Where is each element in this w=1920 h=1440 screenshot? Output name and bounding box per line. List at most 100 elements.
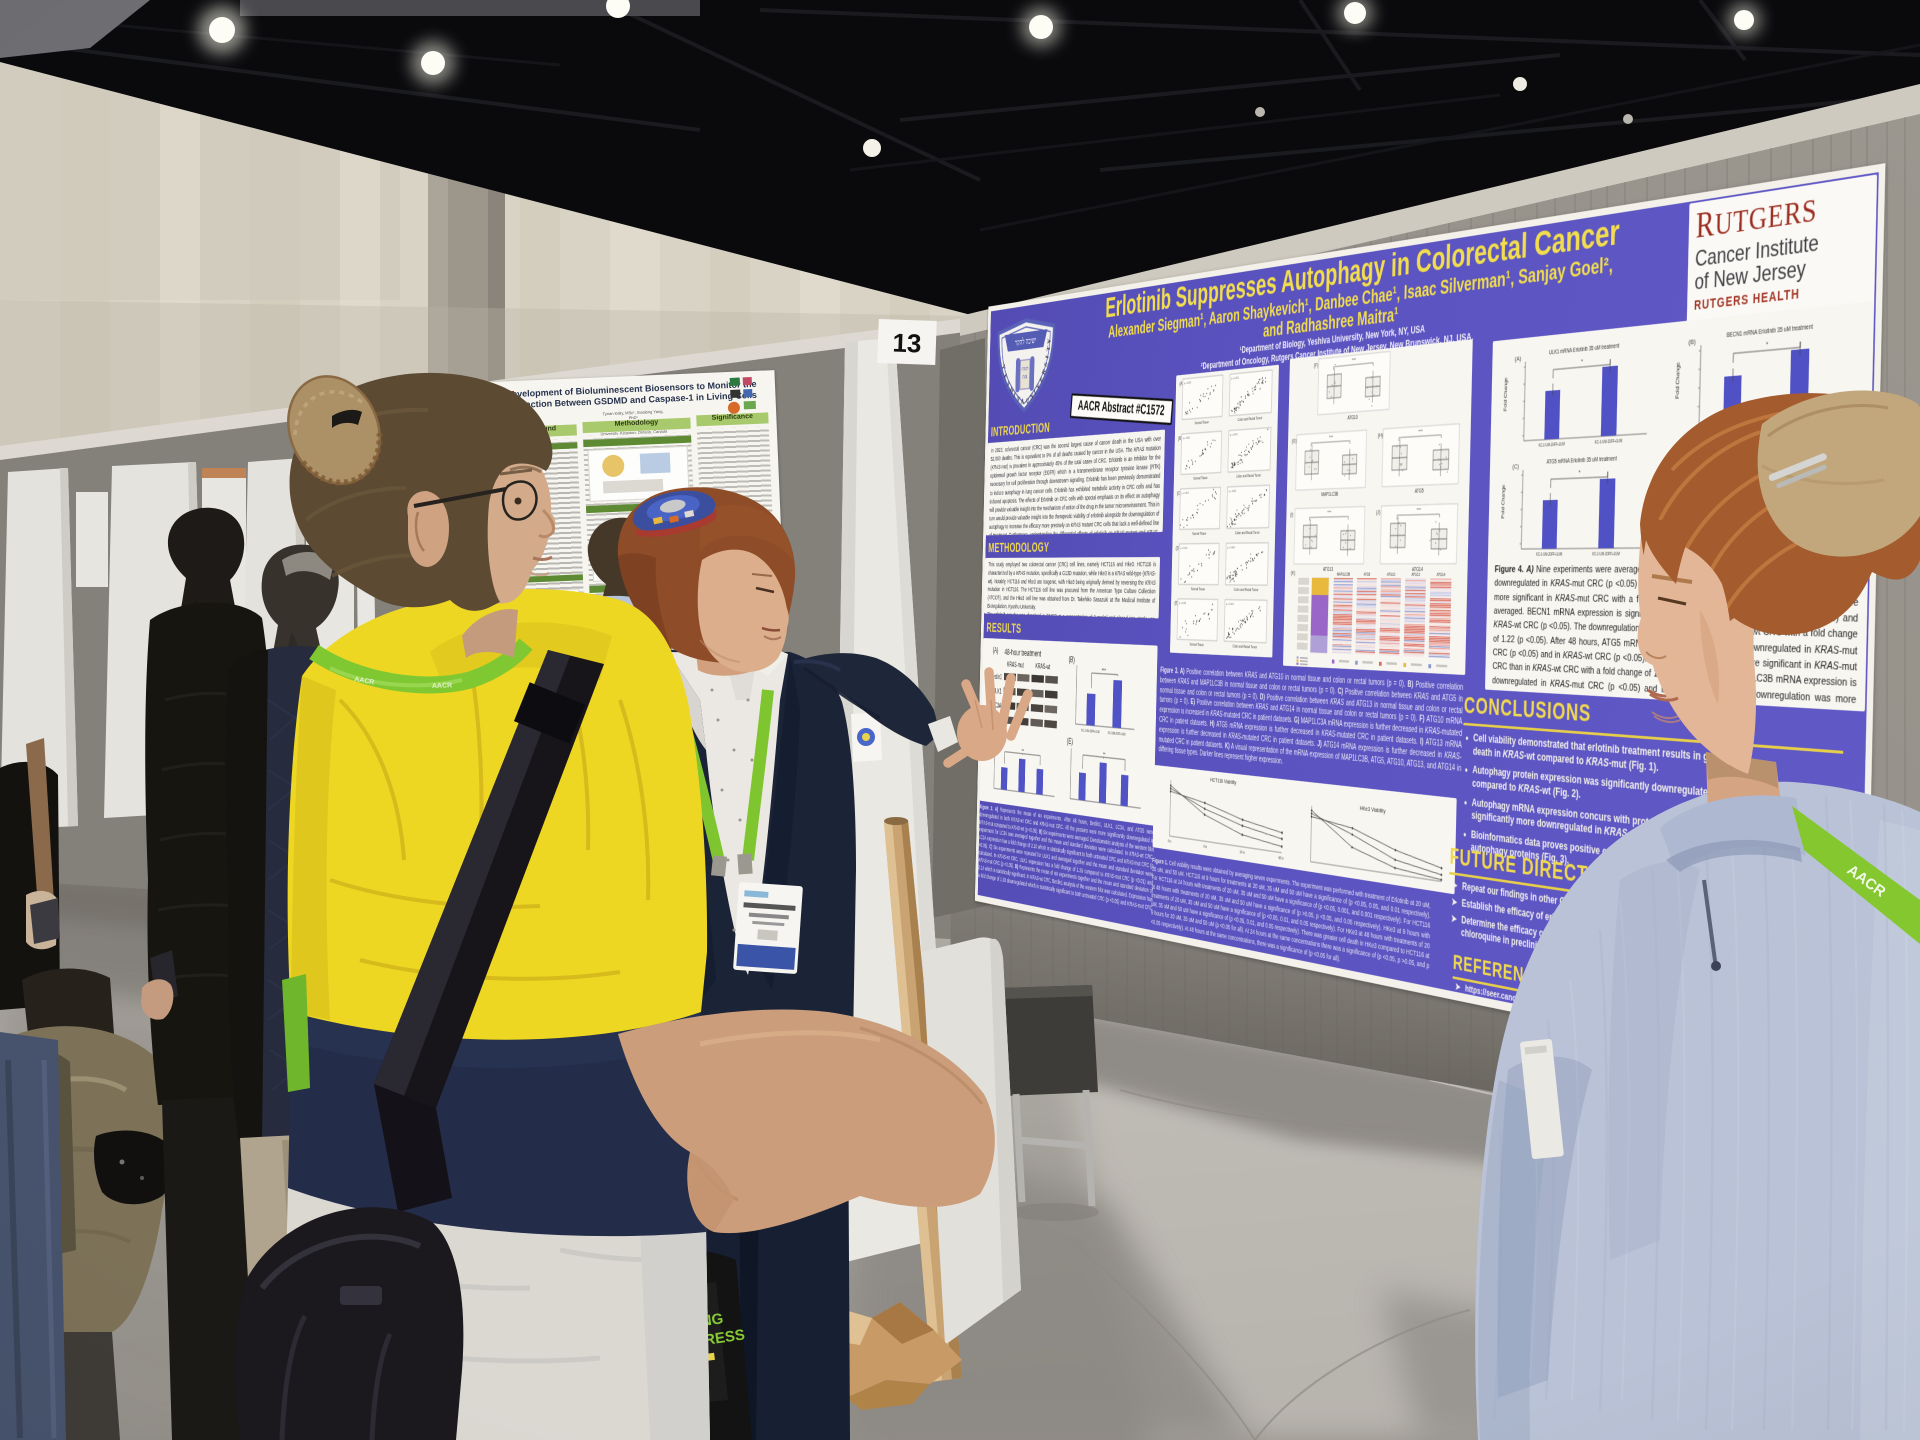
svg-text:U: U xyxy=(1026,396,1030,406)
svg-text:KC-1-UM-20FF+1UM: KC-1-UM-20FF+1UM xyxy=(1081,729,1099,734)
svg-text:ATG5: ATG5 xyxy=(1415,488,1424,495)
svg-text:KC-1-UM-20FF+1UM: KC-1-UM-20FF+1UM xyxy=(1536,552,1563,557)
svg-text:*: * xyxy=(1579,470,1581,477)
svg-text:p = 0.001: p = 0.001 xyxy=(1183,436,1190,440)
svg-text:(D): (D) xyxy=(1176,546,1180,552)
svg-text:Normal Tissue: Normal Tissue xyxy=(1194,476,1208,481)
svg-text:Normal Tissue: Normal Tissue xyxy=(1190,643,1204,648)
svg-text:V: V xyxy=(1016,394,1021,404)
svg-text:(G): (G) xyxy=(1292,438,1297,445)
svg-text:*: * xyxy=(1766,341,1768,349)
svg-text:p = 0.001: p = 0.001 xyxy=(1184,380,1191,385)
svg-text:Colon and Rectal Tumor: Colon and Rectal Tumor xyxy=(1236,473,1261,478)
svg-text:תורה: תורה xyxy=(1022,366,1029,373)
svg-text:***: *** xyxy=(1102,668,1106,675)
svg-text:(A): (A) xyxy=(1179,381,1183,387)
svg-text:ישיבה להקר: ישיבה להקר xyxy=(1015,335,1036,348)
svg-text:(C): (C) xyxy=(1512,464,1519,471)
svg-text:(H): (H) xyxy=(1378,433,1383,440)
svg-text:p = 0.001: p = 0.001 xyxy=(1231,376,1239,381)
svg-text:KC-1-UM-20FF+1UM: KC-1-UM-20FF+1UM xyxy=(1592,552,1620,557)
svg-text:I: I xyxy=(1013,390,1017,400)
svg-text:LC3A: LC3A xyxy=(993,701,1002,710)
svg-text:p = 0.001: p = 0.001 xyxy=(1227,545,1235,549)
svg-text:I: I xyxy=(1044,354,1049,359)
svg-text:(E): (E) xyxy=(1174,601,1178,607)
svg-text:48-hour treatment: 48-hour treatment xyxy=(1004,648,1041,660)
svg-text:AACR: AACR xyxy=(432,682,452,690)
svg-text:****: **** xyxy=(1417,508,1422,513)
svg-text:AACR: AACR xyxy=(354,676,375,686)
svg-text:MAP1LC3B: MAP1LC3B xyxy=(1337,572,1351,576)
svg-text:KC-10M-20FF+10M: KC-10M-20FF+10M xyxy=(1108,731,1126,736)
svg-text:p = 0.001: p = 0.001 xyxy=(1230,432,1238,437)
svg-text:HCT116 Viability: HCT116 Viability xyxy=(1210,777,1236,786)
svg-text:****: **** xyxy=(1329,435,1333,440)
svg-text:Y: Y xyxy=(1046,338,1051,345)
svg-text:T: T xyxy=(1046,346,1051,352)
svg-text:p = 0.001: p = 0.001 xyxy=(1229,489,1237,493)
svg-text:Colon and Rectal Tumor: Colon and Rectal Tumor xyxy=(1232,644,1257,649)
svg-text:Colon and Rectal Tumor: Colon and Rectal Tumor xyxy=(1238,416,1263,422)
svg-text:9 hr: 9 hr xyxy=(1203,845,1207,850)
svg-text:KC-1-UM-20FF+1UM: KC-1-UM-20FF+1UM xyxy=(1595,439,1623,445)
svg-text:H: H xyxy=(1009,385,1015,396)
svg-text:Fold Change: Fold Change xyxy=(1501,484,1507,518)
svg-text:(A): (A) xyxy=(1515,356,1522,364)
svg-text:****: **** xyxy=(1327,511,1331,515)
svg-text:MAP1LC3B: MAP1LC3B xyxy=(1321,491,1338,498)
svg-text:(B): (B) xyxy=(1069,655,1075,665)
svg-text:(E): (E) xyxy=(1067,736,1073,746)
svg-text:Fold Change: Fold Change xyxy=(1675,362,1681,399)
svg-text:E: E xyxy=(1003,372,1008,381)
svg-text:(B): (B) xyxy=(1688,339,1696,347)
svg-text:V: V xyxy=(1035,381,1041,392)
svg-text:KRAS-mut: KRAS-mut xyxy=(1007,660,1024,669)
svg-text:Normal Tissue: Normal Tissue xyxy=(1191,587,1205,591)
svg-text:N: N xyxy=(1030,391,1035,402)
svg-text:(A): (A) xyxy=(993,646,999,655)
svg-text:Normal Tissue: Normal Tissue xyxy=(1192,532,1206,536)
svg-text:****: **** xyxy=(1418,429,1423,434)
svg-text:S: S xyxy=(1006,379,1011,388)
svg-text:E: E xyxy=(1039,374,1045,384)
svg-text:(B): (B) xyxy=(1178,436,1182,442)
svg-text:ATG10: ATG10 xyxy=(1347,415,1358,422)
svg-text:Fold Change: Fold Change xyxy=(1503,377,1509,412)
svg-text:ATG10: ATG10 xyxy=(1387,573,1395,577)
svg-text:I: I xyxy=(1033,387,1037,397)
svg-text:*: * xyxy=(1581,359,1583,366)
svg-text:13: 13 xyxy=(892,328,922,359)
svg-text:0 hr: 0 hr xyxy=(1168,839,1172,844)
svg-text:S: S xyxy=(1043,361,1049,368)
svg-text:24 hr: 24 hr xyxy=(1240,850,1246,855)
svg-text:**: ** xyxy=(1022,749,1025,755)
svg-text:p = 0.001: p = 0.001 xyxy=(1179,601,1186,605)
svg-text:p = 0.001: p = 0.001 xyxy=(1182,491,1189,495)
svg-text:Colon and Rectal Tumor: Colon and Rectal Tumor xyxy=(1235,531,1260,536)
svg-text:(C): (C) xyxy=(1177,491,1181,497)
svg-text:צוה: צוה xyxy=(1022,374,1027,381)
svg-text:(K): (K) xyxy=(1291,571,1296,577)
svg-text:ATG5 mRNA Erlotinib 35 uM trea: ATG5 mRNA Erlotinib 35 uM treatment xyxy=(1546,456,1617,467)
svg-text:KC-1-UM-20FF+1UM: KC-1-UM-20FF+1UM xyxy=(1538,442,1565,448)
svg-text:R: R xyxy=(1041,367,1047,377)
svg-text:Colon and Rectal Tumor: Colon and Rectal Tumor xyxy=(1234,588,1259,592)
svg-text:ATG13: ATG13 xyxy=(1323,567,1333,573)
svg-text:Normal Tissue: Normal Tissue xyxy=(1195,420,1209,425)
svg-text:48 hr: 48 hr xyxy=(1278,856,1284,861)
svg-text:Beclin1: Beclin1 xyxy=(991,672,1002,681)
svg-text:Y: Y xyxy=(1001,363,1006,372)
svg-text:HKe3 Viability: HKe3 Viability xyxy=(1360,806,1386,816)
svg-text:(I): (I) xyxy=(1290,512,1293,518)
svg-text:p = 0.001: p = 0.001 xyxy=(1226,602,1234,606)
svg-text:****: **** xyxy=(1352,358,1356,363)
svg-text:ATG13: ATG13 xyxy=(1411,573,1419,577)
svg-text:p = 0.001: p = 0.001 xyxy=(1180,546,1187,550)
svg-text:ATG14: ATG14 xyxy=(1437,573,1446,578)
svg-text:ATG5: ATG5 xyxy=(1364,573,1371,577)
svg-text:ULK1: ULK1 xyxy=(993,687,1002,696)
svg-text:A: A xyxy=(1021,397,1025,406)
svg-text:(J): (J) xyxy=(1376,510,1381,517)
svg-text:(F): (F) xyxy=(1314,363,1319,370)
